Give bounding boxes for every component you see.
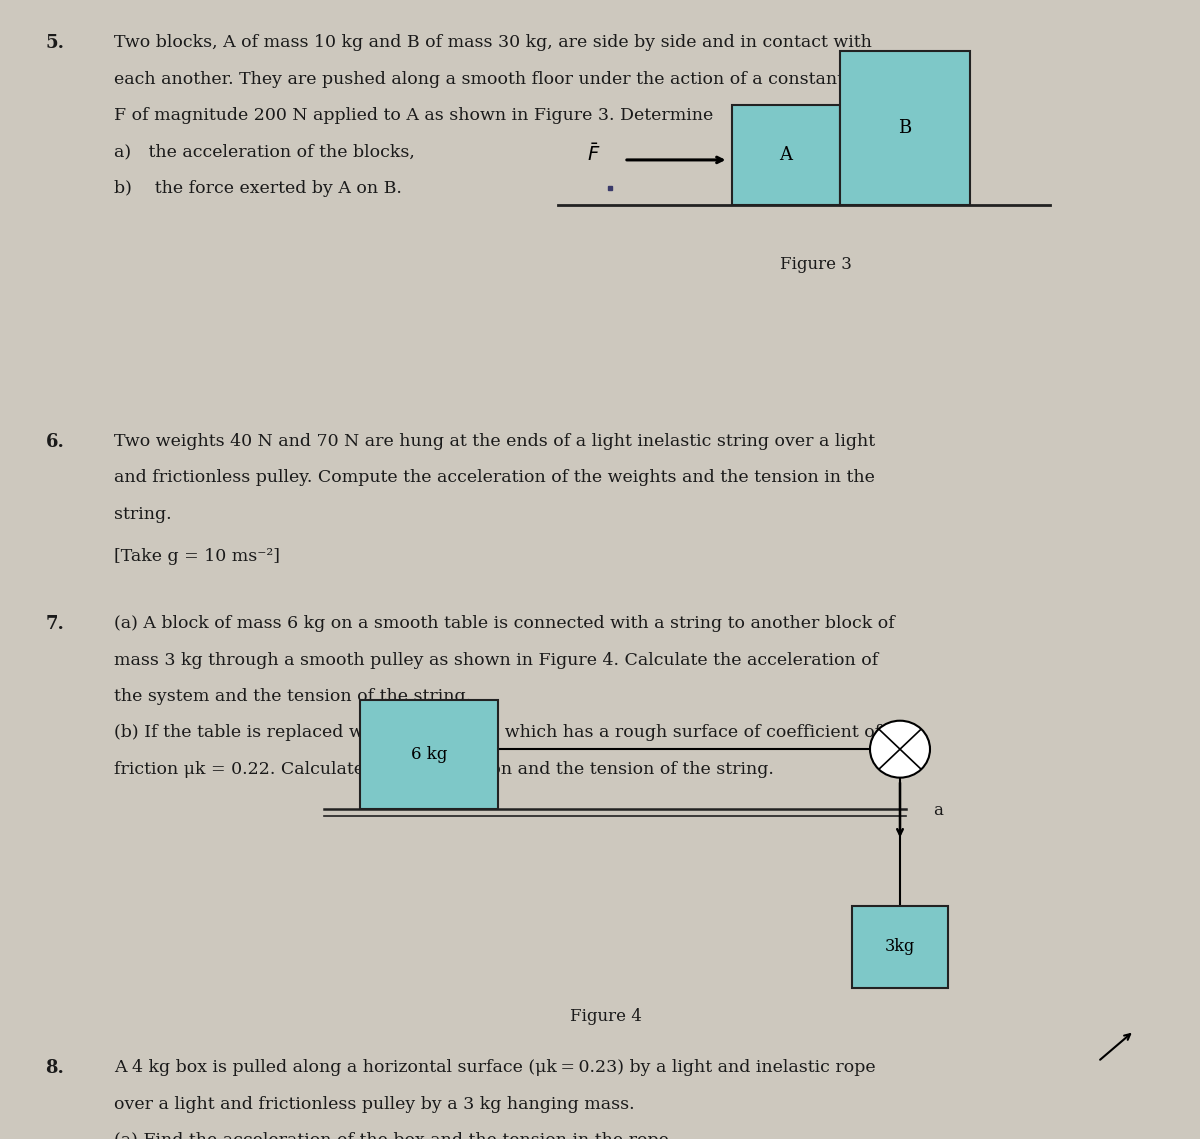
Text: 5.: 5. (46, 34, 65, 52)
Text: a: a (934, 802, 943, 819)
Text: Figure 4: Figure 4 (570, 1008, 642, 1025)
Text: Figure 3: Figure 3 (780, 256, 852, 273)
Text: 7.: 7. (46, 615, 65, 633)
Text: A: A (780, 146, 792, 164)
Text: Two weights 40 N and 70 N are hung at the ends of a light inelastic string over : Two weights 40 N and 70 N are hung at th… (114, 433, 875, 450)
Text: A 4 kg box is pulled along a horizontal surface (μk = 0.23) by a light and inela: A 4 kg box is pulled along a horizontal … (114, 1059, 876, 1076)
Text: string.: string. (114, 506, 172, 523)
Text: Two blocks, A of mass 10 kg and B of mass 30 kg, are side by side and in contact: Two blocks, A of mass 10 kg and B of mas… (114, 34, 872, 51)
Text: mass 3 kg through a smooth pulley as shown in Figure 4. Calculate the accelerati: mass 3 kg through a smooth pulley as sho… (114, 652, 878, 669)
Text: 6.: 6. (46, 433, 65, 451)
Text: over a light and frictionless pulley by a 3 kg hanging mass.: over a light and frictionless pulley by … (114, 1096, 635, 1113)
Text: friction μk = 0.22. Calculate the acceleration and the tension of the string.: friction μk = 0.22. Calculate the accele… (114, 761, 774, 778)
Bar (732, 105, 840, 205)
Text: $\bar{F}$: $\bar{F}$ (587, 144, 600, 165)
Text: (b) If the table is replaced with another one which has a rough surface of coeff: (b) If the table is replaced with anothe… (114, 724, 881, 741)
Text: B: B (898, 120, 912, 137)
Text: a) the acceleration of the blocks,: a) the acceleration of the blocks, (114, 144, 415, 161)
Circle shape (870, 721, 930, 778)
Text: b)  the force exerted by A on B.: b) the force exerted by A on B. (114, 180, 402, 197)
Text: [Take g = 10 ms⁻²]: [Take g = 10 ms⁻²] (114, 548, 280, 565)
Text: each another. They are pushed along a smooth floor under the action of a constan: each another. They are pushed along a sm… (114, 71, 895, 88)
Text: (a) Find the acceleration of the box and the tension in the rope.: (a) Find the acceleration of the box and… (114, 1132, 674, 1139)
Bar (360, 700, 498, 809)
Text: (a) A block of mass 6 kg on a smooth table is connected with a string to another: (a) A block of mass 6 kg on a smooth tab… (114, 615, 895, 632)
Text: 8.: 8. (46, 1059, 65, 1077)
Bar (852, 906, 948, 988)
Text: F of magnitude 200 N applied to A as shown in Figure 3. Determine: F of magnitude 200 N applied to A as sho… (114, 107, 713, 124)
Text: 3kg: 3kg (884, 939, 916, 954)
Text: 6 kg: 6 kg (410, 746, 448, 763)
Bar (840, 51, 970, 205)
Text: and frictionless pulley. Compute the acceleration of the weights and the tension: and frictionless pulley. Compute the acc… (114, 469, 875, 486)
Text: the system and the tension of the string.: the system and the tension of the string… (114, 688, 472, 705)
